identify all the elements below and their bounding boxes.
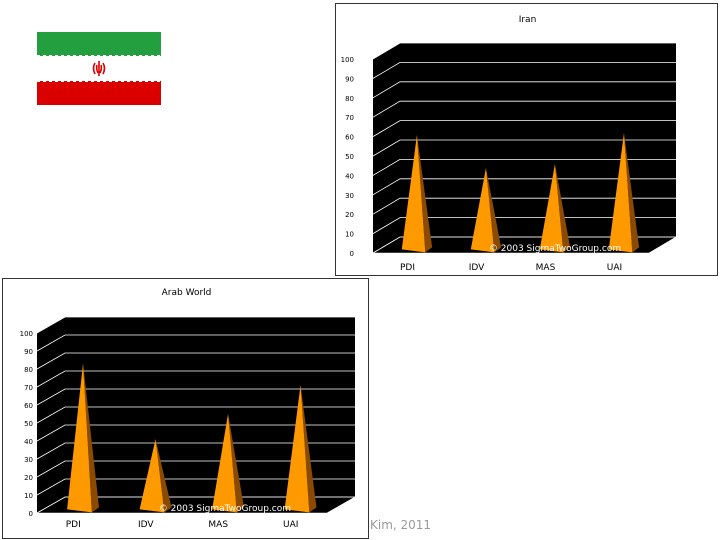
pyramid-shadow-face (155, 439, 172, 513)
y-tick-label: 80 (24, 366, 33, 374)
y-tick-label: 100 (341, 56, 354, 64)
pyramid-bar (212, 413, 237, 513)
y-tick-label: 0 (29, 510, 33, 518)
y-tick-label: 90 (345, 75, 354, 83)
y-tick-label: 70 (345, 114, 354, 122)
gridline (36, 334, 355, 352)
gridline (372, 42, 676, 60)
x-tick-label: MAS (208, 520, 228, 530)
pyramid-shadow-face (228, 413, 244, 513)
gridline (36, 424, 355, 442)
y-tick-label: 90 (24, 348, 33, 356)
pyramid-bar (608, 132, 633, 253)
y-tick-label: 50 (345, 153, 354, 161)
pyramid-shadow-face (623, 132, 640, 253)
flag-red-band (37, 81, 161, 105)
gridline (372, 139, 676, 157)
gridline (36, 352, 355, 370)
flag-kufic-border-top (37, 55, 161, 57)
x-tick-label: UAI (283, 520, 298, 530)
y-tick-label: 40 (24, 438, 33, 446)
pyramid-shadow-face (554, 163, 571, 253)
y-tick-label: 10 (345, 231, 354, 239)
y-tick-label: 60 (345, 134, 354, 142)
iran-flag (37, 32, 161, 105)
pyramid-shadow-face (83, 363, 99, 513)
flag-green-band (37, 32, 161, 56)
pyramid-bar (67, 363, 92, 513)
iran-chart: 0 10 20 30 40 50 60 70 80 90 100 © 2003 SigmaTwoGro… (335, 3, 718, 276)
pyramid-shadow-face (485, 167, 502, 253)
y-tick-label: 20 (345, 211, 354, 219)
y-tick-label: 30 (24, 456, 33, 464)
x-tick-label: MAS (536, 263, 556, 273)
y-tick-label: 50 (24, 420, 33, 428)
y-tick-label: 70 (24, 384, 33, 392)
pyramid-bar (539, 163, 564, 253)
y-tick-label: 20 (24, 474, 33, 482)
gridline (36, 316, 355, 334)
gridline (372, 158, 676, 176)
y-tick-label: 100 (20, 330, 33, 338)
y-tick-label: 60 (24, 402, 33, 410)
y-tick-label: 30 (345, 192, 354, 200)
gridline (36, 442, 355, 460)
gridline (372, 197, 676, 215)
footer-credit: Kim, 2011 (370, 518, 432, 532)
gridline (36, 406, 355, 424)
gridline (36, 496, 355, 514)
x-tick-label: PDI (400, 263, 415, 273)
gridline (36, 370, 355, 388)
x-tick-label: IDV (138, 520, 154, 530)
pyramid-shadow-face (300, 385, 317, 513)
gridline (372, 62, 676, 79)
gridline (372, 217, 676, 234)
pyramid-bar (401, 134, 426, 253)
y-tick-label: 10 (24, 492, 33, 500)
y-tick-label: 0 (350, 250, 354, 258)
gridline (372, 178, 676, 196)
flag-kufic-border-bottom (37, 80, 161, 82)
gridline (36, 460, 355, 478)
x-tick-label: IDV (469, 263, 485, 273)
chart-title: Arab World (162, 288, 212, 298)
gridline (372, 120, 676, 137)
x-tick-label: PDI (66, 520, 81, 530)
gridline (372, 236, 676, 254)
pyramid-shadow-face (416, 134, 433, 253)
y-tick-label: 80 (345, 95, 354, 103)
gridline (36, 388, 355, 406)
pyramid-bar (139, 439, 165, 513)
y-tick-label: 40 (345, 172, 354, 180)
gridline (372, 100, 676, 118)
chart-title: Iran (519, 15, 537, 25)
pyramid-bar (470, 167, 495, 253)
gridline (372, 81, 676, 99)
watermark-text: © 2003 SigmaTwoGroup.com (489, 244, 621, 254)
pyramid-bar (284, 385, 310, 513)
flag-emblem-icon (92, 61, 106, 76)
arab-world-chart: 0 10 20 30 40 50 60 70 80 90 100 © 2003 SigmaTwoGro… (2, 278, 369, 539)
watermark-text: © 2003 SigmaTwoGroup.com (159, 504, 291, 514)
gridline (36, 478, 355, 496)
x-tick-label: UAI (607, 263, 622, 273)
